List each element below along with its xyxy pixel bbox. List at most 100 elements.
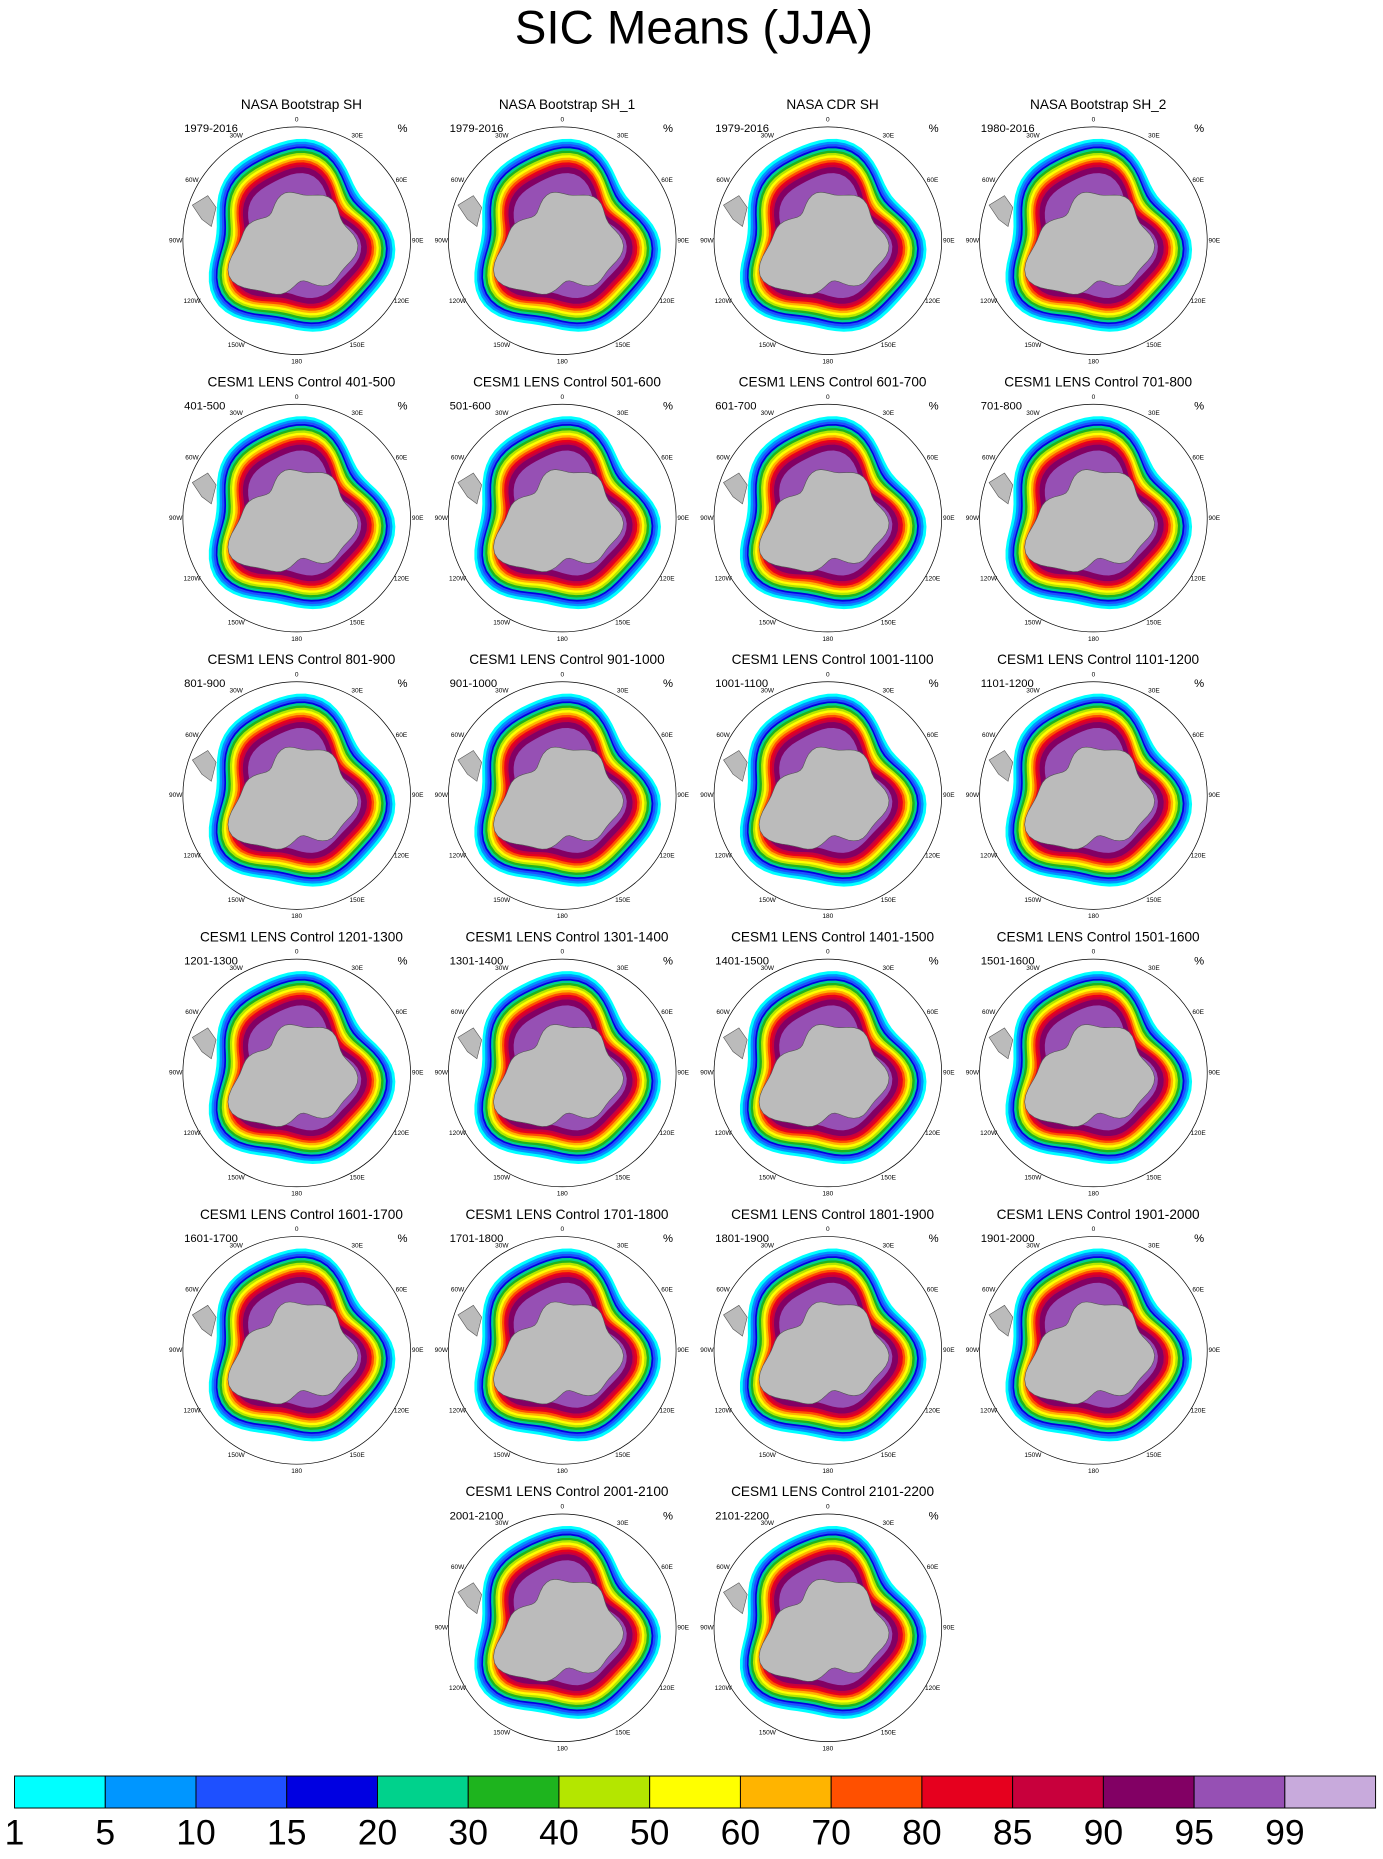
colorbar-label: 80 — [902, 1813, 942, 1853]
longitude-label: 30E — [351, 133, 363, 140]
longitude-label: 90E — [412, 792, 424, 799]
longitude-label: 60E — [1192, 1287, 1204, 1294]
land — [457, 1027, 482, 1060]
longitude-label: 120W — [183, 575, 201, 582]
longitude-label: 90E — [677, 1625, 689, 1632]
longitude-label: 120E — [394, 298, 410, 305]
panel-title: CESM1 LENS Control 1401-1500 — [731, 929, 934, 944]
longitude-label: 90W — [435, 1070, 449, 1077]
longitude-label: 150W — [493, 1174, 511, 1181]
longitude-label: 150E — [1146, 1174, 1162, 1181]
longitude-label: 60E — [1192, 177, 1204, 184]
longitude-label: 60E — [927, 1564, 939, 1571]
longitude-label: 90W — [966, 1347, 980, 1354]
land — [723, 472, 748, 505]
panel-period: 1901-2000 — [981, 1233, 1035, 1245]
longitude-label: 30E — [1148, 688, 1160, 695]
colorbar-box — [1012, 1775, 1104, 1809]
colorbar-box — [558, 1775, 651, 1809]
longitude-label: 90E — [1209, 1070, 1221, 1077]
longitude-label: 90W — [169, 237, 183, 244]
longitude-label: 30E — [351, 688, 363, 695]
longitude-label: 120E — [394, 1408, 410, 1415]
longitude-label: 180 — [822, 1745, 833, 1752]
longitude-label: 180 — [1088, 913, 1099, 920]
colorbar-box — [830, 1775, 923, 1809]
land — [227, 1024, 359, 1127]
longitude-label: 30W — [495, 133, 509, 140]
longitude-label: 0 — [295, 394, 299, 401]
land — [457, 1304, 482, 1337]
longitude-label: 30E — [883, 1242, 895, 1249]
panel-period: 1401-1500 — [715, 955, 769, 967]
longitude-label: 150W — [228, 620, 246, 627]
panel-period: 1979-2016 — [450, 123, 504, 135]
longitude-label: 30E — [883, 133, 895, 140]
longitude-label: 180 — [1088, 636, 1099, 643]
longitude-label: 0 — [1092, 116, 1096, 123]
longitude-label: 60W — [982, 454, 996, 461]
panel-title: CESM1 LENS Control 801-900 — [208, 652, 396, 667]
land — [758, 746, 890, 850]
longitude-label: 60E — [927, 177, 939, 184]
longitude-label: 120E — [659, 575, 675, 582]
map-panel: CESM1 LENS Control 501-600 501-600 % 0 30E 60… — [435, 375, 690, 643]
longitude-label: 150E — [615, 897, 631, 904]
longitude-label: 30W — [230, 133, 244, 140]
panel-title: CESM1 LENS Control 2101-2200 — [731, 1484, 934, 1499]
longitude-label: 30E — [617, 133, 629, 140]
longitude-label: 90W — [435, 515, 449, 522]
land — [227, 1301, 359, 1405]
panel-period: 1601-1700 — [184, 1233, 238, 1245]
longitude-label: 30W — [761, 1242, 775, 1249]
longitude-label: 120E — [925, 853, 941, 860]
longitude-label: 150W — [228, 342, 246, 349]
longitude-label: 120E — [925, 1130, 941, 1137]
longitude-label: 120E — [1191, 1130, 1207, 1137]
map-panel: NASA Bootstrap SH_1 1979-2016 % 0 30E 60E 90E 1… — [435, 97, 690, 365]
panel-unit: % — [1194, 678, 1204, 690]
longitude-label: 0 — [1092, 949, 1096, 956]
longitude-label: 0 — [826, 1504, 830, 1511]
longitude-label: 90W — [700, 515, 714, 522]
colorbar-box — [1193, 1775, 1286, 1809]
longitude-label: 60E — [661, 177, 673, 184]
longitude-label: 120E — [1191, 575, 1207, 582]
panel-period: 801-900 — [184, 678, 225, 690]
longitude-label: 60E — [1192, 732, 1204, 739]
longitude-label: 90W — [700, 792, 714, 799]
longitude-label: 90E — [943, 792, 955, 799]
land — [1024, 469, 1155, 572]
panel-unit: % — [663, 123, 673, 135]
land — [988, 1027, 1014, 1060]
panel-period: 1701-1800 — [450, 1233, 504, 1245]
land — [988, 1304, 1014, 1337]
map-boundary — [448, 126, 677, 355]
panel-title: CESM1 LENS Control 501-600 — [473, 375, 661, 390]
panel-period: 1979-2016 — [715, 123, 769, 135]
panel-period: 1801-1900 — [715, 1233, 769, 1245]
map-boundary — [713, 1513, 943, 1742]
longitude-label: 60W — [185, 732, 199, 739]
longitude-label: 150E — [1146, 342, 1162, 349]
longitude-label: 90E — [943, 1347, 955, 1354]
longitude-label: 150E — [1146, 620, 1162, 627]
figure-title: SIC Means (JJA) — [515, 1, 873, 54]
longitude-label: 0 — [1092, 1226, 1096, 1233]
panel-unit: % — [397, 678, 407, 690]
panel-unit: % — [663, 1510, 673, 1522]
longitude-label: 120W — [449, 1408, 467, 1415]
colorbar-box — [14, 1775, 106, 1809]
map-boundary — [713, 126, 943, 355]
panel-unit: % — [929, 678, 939, 690]
longitude-label: 90W — [169, 792, 183, 799]
longitude-label: 0 — [560, 671, 564, 678]
longitude-label: 150W — [1024, 342, 1042, 349]
longitude-label: 90E — [1209, 237, 1221, 244]
map-boundary — [448, 403, 677, 633]
longitude-label: 60W — [716, 454, 730, 461]
land — [457, 1582, 482, 1615]
colorbar-label: 99 — [1265, 1813, 1305, 1853]
longitude-label: 90E — [677, 1070, 689, 1077]
